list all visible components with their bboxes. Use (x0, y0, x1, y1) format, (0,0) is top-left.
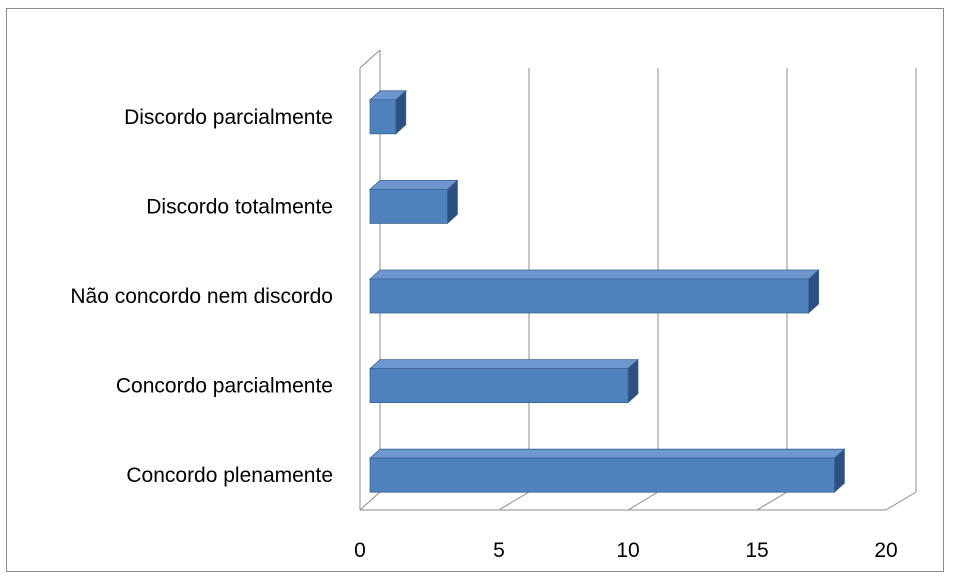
bar-top-face (368, 448, 846, 459)
category-labels: Discordo parcialmente Discordo totalmente… (70, 106, 333, 487)
bar-front-face (369, 99, 397, 135)
bar-4 (368, 358, 640, 404)
bar-front-face (369, 457, 835, 493)
bar-top-face (368, 179, 459, 190)
x-tick-label: 15 (745, 539, 768, 562)
bar-top-face (368, 359, 640, 370)
x-tick-label: 20 (874, 539, 897, 562)
gridline-floor (498, 491, 530, 511)
category-label: Discordo totalmente (146, 195, 333, 218)
left-wall-top-edge (359, 49, 381, 69)
gridline-floor (359, 491, 381, 511)
x-tick-label: 5 (493, 539, 505, 562)
bar-1 (368, 89, 407, 135)
category-label: Não concordo nem discordo (70, 285, 333, 308)
x-tick-labels: 0 5 10 15 20 (354, 539, 898, 562)
category-label: Concordo plenamente (126, 464, 333, 487)
bar-front-face (369, 188, 448, 224)
bars (368, 89, 846, 494)
bar-3 (368, 269, 820, 314)
bar-top-face (368, 269, 820, 280)
gridline-floor (627, 491, 659, 511)
gridline-floor (756, 491, 788, 511)
bar-front-face (369, 278, 810, 314)
x-tick-label: 0 (354, 539, 366, 562)
category-label: Discordo parcialmente (124, 106, 333, 129)
bar-front-face (369, 368, 629, 404)
category-label: Concordo parcialmente (116, 375, 333, 398)
x-tick-label: 10 (616, 539, 639, 562)
bar-2 (368, 179, 459, 225)
bar-5 (368, 448, 846, 494)
gridline-floor (885, 491, 917, 511)
